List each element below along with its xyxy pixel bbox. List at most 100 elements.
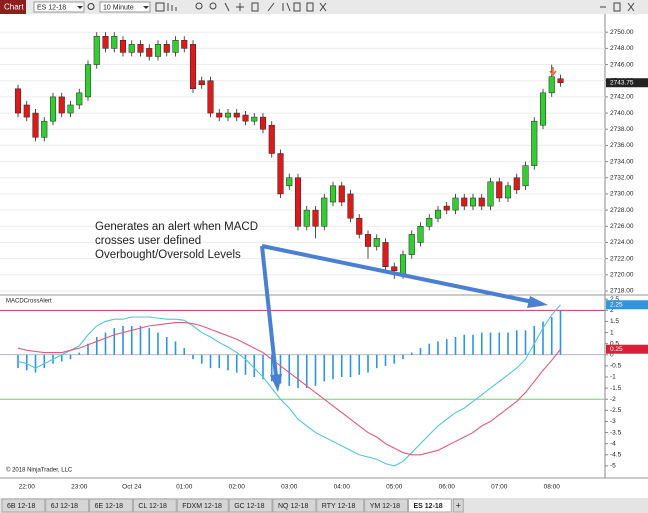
tab[interactable] <box>364 498 409 513</box>
candle-body <box>443 205 450 211</box>
candle-body <box>172 40 179 53</box>
histogram-bar <box>445 339 448 355</box>
y-tick-label: -3 <box>610 418 616 425</box>
tab-label: ES 12-18 <box>414 503 443 510</box>
x-tick-label: 02:00 <box>229 484 246 491</box>
value-badge-label: 2.25 <box>610 301 623 308</box>
candle-body <box>119 40 127 53</box>
tab[interactable] <box>228 498 273 513</box>
histogram-bar <box>174 341 177 355</box>
candle-body <box>242 114 249 122</box>
tab[interactable] <box>89 498 133 513</box>
candle-body <box>496 181 503 199</box>
histogram-bar <box>192 354 194 360</box>
candle-body <box>417 226 424 243</box>
indicator-label: MACDCrossAlert <box>6 299 52 305</box>
data-box-icon[interactable] <box>293 2 301 12</box>
histogram-bar <box>297 354 299 389</box>
x-tick-label: 03:00 <box>281 484 298 491</box>
chart-tab-label: Chart <box>4 3 24 12</box>
candle-body <box>303 209 310 227</box>
histogram-bar <box>288 354 291 386</box>
tab[interactable] <box>272 498 317 513</box>
histogram-bar <box>463 334 466 355</box>
arrow-head <box>527 296 548 308</box>
candle-body <box>128 44 135 53</box>
arrow-shaft <box>261 244 534 304</box>
drawing-icons[interactable] <box>224 2 291 12</box>
histogram-bar <box>113 328 116 355</box>
candle-body <box>84 64 92 98</box>
add-tab[interactable] <box>452 498 464 513</box>
histogram-bar <box>183 348 186 355</box>
y-tick-label: 2738.00 <box>610 126 634 133</box>
tab[interactable] <box>45 498 90 513</box>
tab[interactable] <box>132 498 177 513</box>
tab[interactable] <box>408 498 452 513</box>
candle-body <box>67 104 74 114</box>
instrument-select[interactable] <box>33 1 85 13</box>
candle-body <box>58 96 65 114</box>
annotation-line: Generates an alert when MACD <box>95 221 258 233</box>
tab-label: 6B 12-18 <box>7 503 36 510</box>
y-tick-label: 2 <box>610 307 614 314</box>
candle-body <box>181 40 188 49</box>
indicator-line <box>17 304 561 467</box>
y-tick-label: 1 <box>610 329 614 336</box>
y-tick-label: -5 <box>610 463 616 470</box>
x-tick-label: 23:00 <box>71 484 88 491</box>
y-tick-label: -0.5 <box>610 363 622 370</box>
search-icon[interactable] <box>87 3 95 10</box>
candle-body <box>207 80 214 114</box>
tab[interactable] <box>176 498 229 513</box>
candle-body <box>338 185 345 203</box>
tab-label: 6J 12-18 <box>51 503 78 510</box>
y-tick-label: 2746.00 <box>610 61 634 68</box>
tab[interactable] <box>316 498 365 513</box>
histogram-bar <box>375 354 378 369</box>
histogram-bar <box>60 354 63 362</box>
strategy-icon[interactable] <box>319 2 327 12</box>
chart-style-icon[interactable] <box>167 3 177 11</box>
y-tick-label: -4 <box>610 440 616 447</box>
histogram-bar <box>34 354 37 373</box>
candle-body <box>224 112 232 118</box>
candle-body <box>434 209 442 219</box>
histogram-bar <box>533 325 536 355</box>
copyright: © 2018 NinjaTrader, LLC <box>6 467 73 474</box>
chart-tab[interactable] <box>0 0 26 14</box>
y-tick-label: -2.5 <box>610 407 622 414</box>
histogram-bar <box>157 332 159 355</box>
candle-body <box>487 181 494 207</box>
window-buttons[interactable] <box>600 2 635 12</box>
histogram-bar <box>165 337 168 355</box>
histogram-bar <box>524 330 527 355</box>
toolbar <box>0 0 648 14</box>
histogram-bar <box>367 354 369 373</box>
histogram-bar <box>340 354 343 377</box>
bars-icon[interactable] <box>155 2 165 12</box>
histogram-bar <box>393 354 396 364</box>
arrow-shaft <box>260 245 278 377</box>
histogram-bar <box>349 354 352 377</box>
interval-select[interactable] <box>99 1 151 13</box>
tab-label: GC 12-18 <box>234 503 264 510</box>
histogram-bar <box>515 330 518 355</box>
x-tick-label: Oct 24 <box>122 484 142 491</box>
tab[interactable] <box>1 498 46 513</box>
y-tick-label: 2734.00 <box>610 158 634 165</box>
dropdown-caret <box>143 6 149 9</box>
candle-body <box>469 197 477 207</box>
y-tick-label: 2742.00 <box>610 94 634 101</box>
histogram-bar <box>270 354 273 382</box>
y-tick-label: 2722.00 <box>610 255 634 262</box>
candle-body <box>111 35 118 49</box>
histogram-bar <box>122 325 124 355</box>
candle-body <box>373 238 380 247</box>
interval-label: 10 Minute <box>103 4 134 11</box>
y-tick-label: 0 <box>610 351 614 358</box>
zoom-out-icon[interactable] <box>209 2 217 10</box>
properties-icon[interactable] <box>306 2 314 12</box>
zoom-in-icon[interactable] <box>195 2 203 10</box>
